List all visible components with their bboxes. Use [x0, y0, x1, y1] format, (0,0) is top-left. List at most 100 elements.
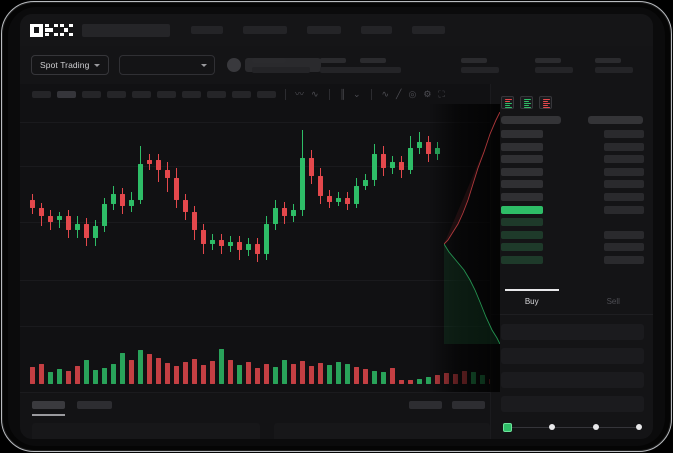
- candle-body: [246, 244, 251, 250]
- order-extra-field[interactable]: [501, 396, 644, 412]
- orderbook-cell-right: [604, 205, 644, 214]
- chart-settings-icon[interactable]: ⚙: [423, 88, 432, 99]
- candle-body: [39, 208, 44, 216]
- tab-order-history[interactable]: [77, 401, 112, 409]
- timeframe-1[interactable]: [32, 90, 51, 98]
- indicator-icon[interactable]: 〰: [295, 88, 305, 99]
- candle-body: [381, 154, 386, 168]
- candle-body: [30, 200, 35, 208]
- orderbook-mode-bar: [523, 107, 531, 108]
- volume-bar-5: [66, 371, 71, 384]
- volume-bar-19: [192, 359, 197, 384]
- timeframe-5[interactable]: [132, 90, 151, 98]
- order-amount-field[interactable]: [501, 348, 644, 364]
- buy-sell-tabs: Buy Sell: [491, 289, 653, 315]
- step-indicator-4[interactable]: [635, 424, 642, 430]
- volume-bar-35: [336, 362, 341, 384]
- order-total-field[interactable]: [501, 372, 644, 388]
- candle-body: [291, 210, 296, 216]
- bottom-panel-right: [274, 423, 490, 439]
- stat-label: [535, 58, 561, 63]
- orderbook-row-4[interactable]: [501, 167, 644, 176]
- orderbook-cell-left: [501, 180, 543, 189]
- order-price-field[interactable]: [501, 324, 644, 340]
- drawing-tools-icon[interactable]: ╱: [396, 88, 402, 99]
- timeframe-8[interactable]: [207, 90, 226, 98]
- orderbook-row-8[interactable]: [501, 218, 644, 227]
- okx-logo[interactable]: [30, 23, 73, 37]
- candlestick-chart[interactable]: [20, 104, 490, 392]
- step-indicator-1[interactable]: [503, 422, 512, 432]
- compare-icon[interactable]: ∿: [311, 88, 319, 99]
- bottom-action-1[interactable]: [409, 401, 442, 409]
- orderbook-mode-both[interactable]: [501, 96, 514, 109]
- timeframe-2[interactable]: [57, 90, 76, 98]
- candle-type-icon[interactable]: ║: [339, 88, 346, 99]
- step-connector-line: [509, 426, 636, 428]
- orderbook-row-9[interactable]: [501, 230, 644, 239]
- orderbook-rows[interactable]: [501, 130, 644, 269]
- timeframe-9[interactable]: [232, 90, 251, 98]
- timeframe-3[interactable]: [82, 90, 101, 98]
- orderbook-row-1[interactable]: [501, 130, 644, 138]
- chevron-down-icon: [94, 63, 101, 67]
- timeframe-10[interactable]: [257, 90, 276, 98]
- timeframe-6[interactable]: [157, 90, 176, 98]
- orderbook-mode-asks[interactable]: [539, 96, 552, 109]
- nav-item-1[interactable]: [190, 26, 223, 34]
- chevron-down-icon[interactable]: ⌄: [352, 88, 361, 99]
- volume-bar-42: [399, 380, 404, 384]
- nav-item-3[interactable]: [306, 26, 341, 34]
- candle-body: [372, 154, 377, 180]
- orderbook-row-highlighted[interactable]: [501, 205, 644, 214]
- orderbook-mode-bar: [542, 105, 548, 107]
- bottom-action-2[interactable]: [452, 401, 485, 409]
- volume-bar-2: [39, 364, 44, 384]
- tab-sell[interactable]: Sell: [606, 297, 620, 306]
- orderbook-row-11[interactable]: [501, 255, 644, 264]
- orderbook-row-10[interactable]: [501, 243, 644, 252]
- fullscreen-icon[interactable]: ⛶: [438, 88, 445, 99]
- orderbook-cell-left: [501, 155, 543, 164]
- candle-body: [327, 196, 332, 202]
- volume-bar-49: [462, 371, 467, 384]
- orderbook-mode-bar: [504, 103, 512, 105]
- orderbook-mode-bar: [542, 103, 550, 105]
- orderbook-mode-bids[interactable]: [520, 96, 533, 109]
- tab-buy[interactable]: Buy: [491, 289, 573, 314]
- coin-avatar-icon: [227, 58, 241, 72]
- order-step-indicator[interactable]: [503, 421, 642, 433]
- toolbar-divider: [328, 88, 330, 100]
- timeframe-4[interactable]: [107, 90, 126, 98]
- top-navigation-bar: [20, 14, 653, 46]
- volume-bar-22: [219, 349, 224, 384]
- candle-body: [435, 148, 440, 154]
- timeframe-7[interactable]: [182, 90, 201, 98]
- volume-bar-12: [129, 360, 134, 384]
- step-indicator-2[interactable]: [549, 424, 556, 430]
- global-search-input[interactable]: [81, 23, 170, 37]
- orderbook-row-3[interactable]: [501, 155, 644, 164]
- step-indicator-3[interactable]: [592, 424, 599, 430]
- orderbook-row-6[interactable]: [501, 192, 644, 201]
- logo-k-glyph: [45, 23, 58, 37]
- trading-pair-selector[interactable]: [119, 55, 216, 75]
- stat-value: [595, 66, 633, 73]
- orderbook-row-5[interactable]: [501, 180, 644, 189]
- volume-bar-9: [102, 368, 107, 384]
- candle-body: [318, 176, 323, 196]
- candle-body: [165, 170, 170, 178]
- line-chart-icon[interactable]: ∿: [381, 88, 390, 99]
- trading-mode-selector[interactable]: Spot Trading: [31, 55, 110, 75]
- orderbook-row-2[interactable]: [501, 142, 644, 151]
- orderbook-cell-left: [501, 205, 543, 214]
- nav-item-2[interactable]: [242, 26, 287, 34]
- snapshot-icon[interactable]: ◎: [408, 88, 417, 99]
- nav-item-5[interactable]: [411, 26, 445, 34]
- stat-value: [360, 66, 401, 73]
- volume-bar-18: [183, 362, 188, 384]
- toolbar-divider: [370, 88, 372, 100]
- nav-item-4[interactable]: [360, 26, 392, 34]
- orderbook-mode-bar: [504, 98, 512, 100]
- tab-open-orders[interactable]: [32, 401, 65, 409]
